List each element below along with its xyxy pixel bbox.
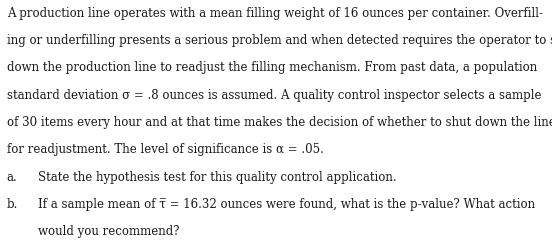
Text: A production line operates with a mean filling weight of 16 ounces per container: A production line operates with a mean f… xyxy=(7,7,543,20)
Text: If a sample mean of τ̅ = 16.32 ounces were found, what is the p-value? What acti: If a sample mean of τ̅ = 16.32 ounces we… xyxy=(38,198,535,211)
Text: for readjustment. The level of significance is α = .05.: for readjustment. The level of significa… xyxy=(7,143,323,156)
Text: b.: b. xyxy=(7,198,18,211)
Text: down the production line to readjust the filling mechanism. From past data, a po: down the production line to readjust the… xyxy=(7,61,537,74)
Text: ing or underfilling presents a serious problem and when detected requires the op: ing or underfilling presents a serious p… xyxy=(7,34,552,47)
Text: a.: a. xyxy=(7,171,17,184)
Text: standard deviation σ = .8 ounces is assumed. A quality control inspector selects: standard deviation σ = .8 ounces is assu… xyxy=(7,89,541,102)
Text: of 30 items every hour and at that time makes the decision of whether to shut do: of 30 items every hour and at that time … xyxy=(7,116,552,129)
Text: State the hypothesis test for this quality control application.: State the hypothesis test for this quali… xyxy=(38,171,396,184)
Text: would you recommend?: would you recommend? xyxy=(38,225,179,238)
